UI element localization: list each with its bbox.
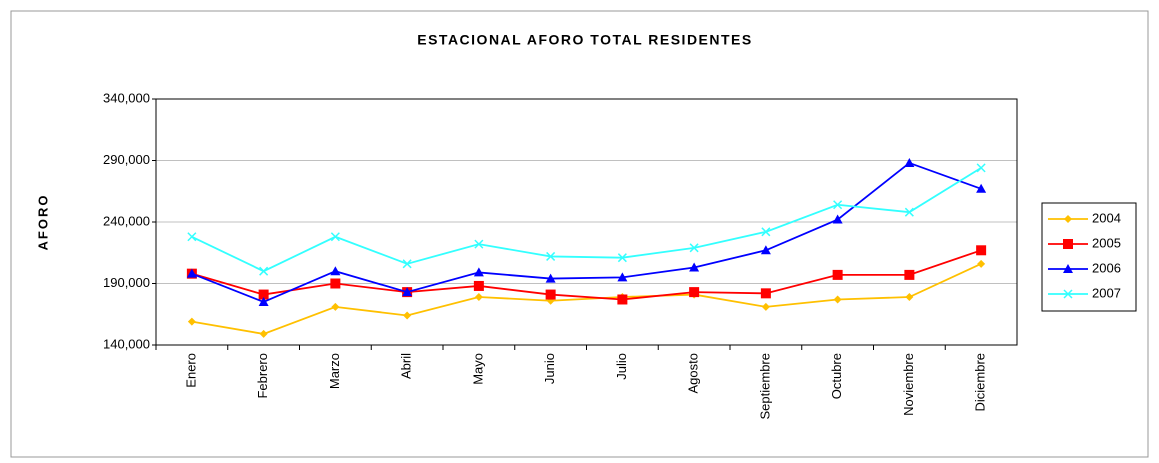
marker xyxy=(330,232,340,242)
x-tick-label: Julio xyxy=(614,353,629,380)
x-tick-label: Diciembre xyxy=(973,353,988,412)
marker xyxy=(833,200,843,210)
marker xyxy=(617,272,628,282)
marker xyxy=(617,294,628,305)
marker xyxy=(473,267,484,277)
marker xyxy=(186,268,197,278)
marker xyxy=(545,273,556,283)
x-tick-label: Noviembre xyxy=(901,353,916,416)
marker xyxy=(1063,239,1073,249)
marker xyxy=(904,207,914,217)
marker xyxy=(761,302,770,311)
marker xyxy=(760,245,771,255)
series-line xyxy=(191,249,982,301)
marker xyxy=(187,317,196,326)
legend-label: 2006 xyxy=(1092,260,1121,275)
legend-label: 2005 xyxy=(1092,235,1121,250)
x-tick-label: Marzo xyxy=(327,353,342,389)
marker xyxy=(761,227,771,237)
marker xyxy=(1063,289,1073,299)
chart-title: ESTACIONAL AFORO TOTAL RESIDENTES xyxy=(417,32,752,48)
marker xyxy=(331,302,340,311)
x-tick-label: Octubre xyxy=(829,353,844,399)
marker xyxy=(474,293,483,302)
marker xyxy=(977,259,986,268)
marker xyxy=(187,232,197,242)
marker xyxy=(546,251,556,261)
x-tick-label: Febrero xyxy=(255,353,270,399)
marker xyxy=(258,289,269,300)
marker xyxy=(689,262,700,272)
series-line xyxy=(191,161,982,303)
y-tick-label: 290,000 xyxy=(103,152,150,167)
marker xyxy=(617,253,627,263)
y-tick-label: 240,000 xyxy=(103,213,150,228)
marker xyxy=(330,266,341,276)
marker xyxy=(904,157,915,167)
x-tick-label: Mayo xyxy=(470,353,485,385)
y-tick-label: 190,000 xyxy=(103,275,150,290)
marker xyxy=(689,287,700,298)
marker xyxy=(976,245,987,256)
marker xyxy=(904,269,915,280)
series-line xyxy=(191,263,982,335)
marker xyxy=(259,329,268,338)
x-tick-label: Abril xyxy=(399,353,414,379)
marker xyxy=(403,311,412,320)
y-axis-label: AFORO xyxy=(35,194,50,251)
marker xyxy=(545,289,556,300)
marker xyxy=(833,295,842,304)
marker xyxy=(473,280,484,291)
legend-box xyxy=(1041,202,1137,312)
marker xyxy=(402,259,412,269)
marker xyxy=(1064,215,1072,223)
marker xyxy=(976,163,986,173)
marker xyxy=(474,239,484,249)
marker xyxy=(832,269,843,280)
series-line xyxy=(191,167,982,273)
x-tick-label: Agosto xyxy=(686,353,701,393)
y-tick-label: 140,000 xyxy=(103,336,150,351)
marker xyxy=(832,214,843,224)
marker xyxy=(905,293,914,302)
marker xyxy=(976,183,987,193)
marker xyxy=(258,296,269,306)
legend-label: 2007 xyxy=(1092,285,1121,300)
marker xyxy=(760,288,771,299)
marker xyxy=(689,243,699,253)
marker xyxy=(402,287,413,297)
y-tick-label: 340,000 xyxy=(103,90,150,105)
marker xyxy=(259,266,269,276)
x-tick-label: Junio xyxy=(542,353,557,384)
marker xyxy=(1063,264,1073,273)
chart-border xyxy=(10,10,1149,458)
x-tick-label: Enero xyxy=(183,353,198,388)
legend-label: 2004 xyxy=(1092,210,1121,225)
marker xyxy=(330,278,341,289)
x-tick-label: Septiembre xyxy=(757,353,772,419)
